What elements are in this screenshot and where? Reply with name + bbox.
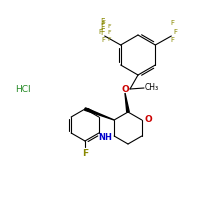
Text: O: O	[121, 86, 129, 95]
Text: F: F	[173, 28, 177, 34]
Text: F: F	[170, 37, 174, 43]
Text: O: O	[145, 116, 153, 124]
Text: HCl: HCl	[15, 86, 31, 95]
Text: NH: NH	[98, 132, 112, 142]
Polygon shape	[85, 108, 114, 120]
Text: F: F	[102, 37, 106, 43]
Text: CH₃: CH₃	[145, 84, 159, 92]
Text: F: F	[170, 20, 174, 26]
Text: F: F	[100, 28, 105, 37]
Text: F: F	[100, 23, 105, 32]
Polygon shape	[125, 93, 129, 112]
Text: F: F	[100, 18, 105, 27]
Text: F: F	[99, 28, 103, 34]
Text: F: F	[82, 148, 88, 158]
Text: F: F	[102, 20, 106, 26]
Text: F
F
F: F F F	[108, 24, 111, 42]
